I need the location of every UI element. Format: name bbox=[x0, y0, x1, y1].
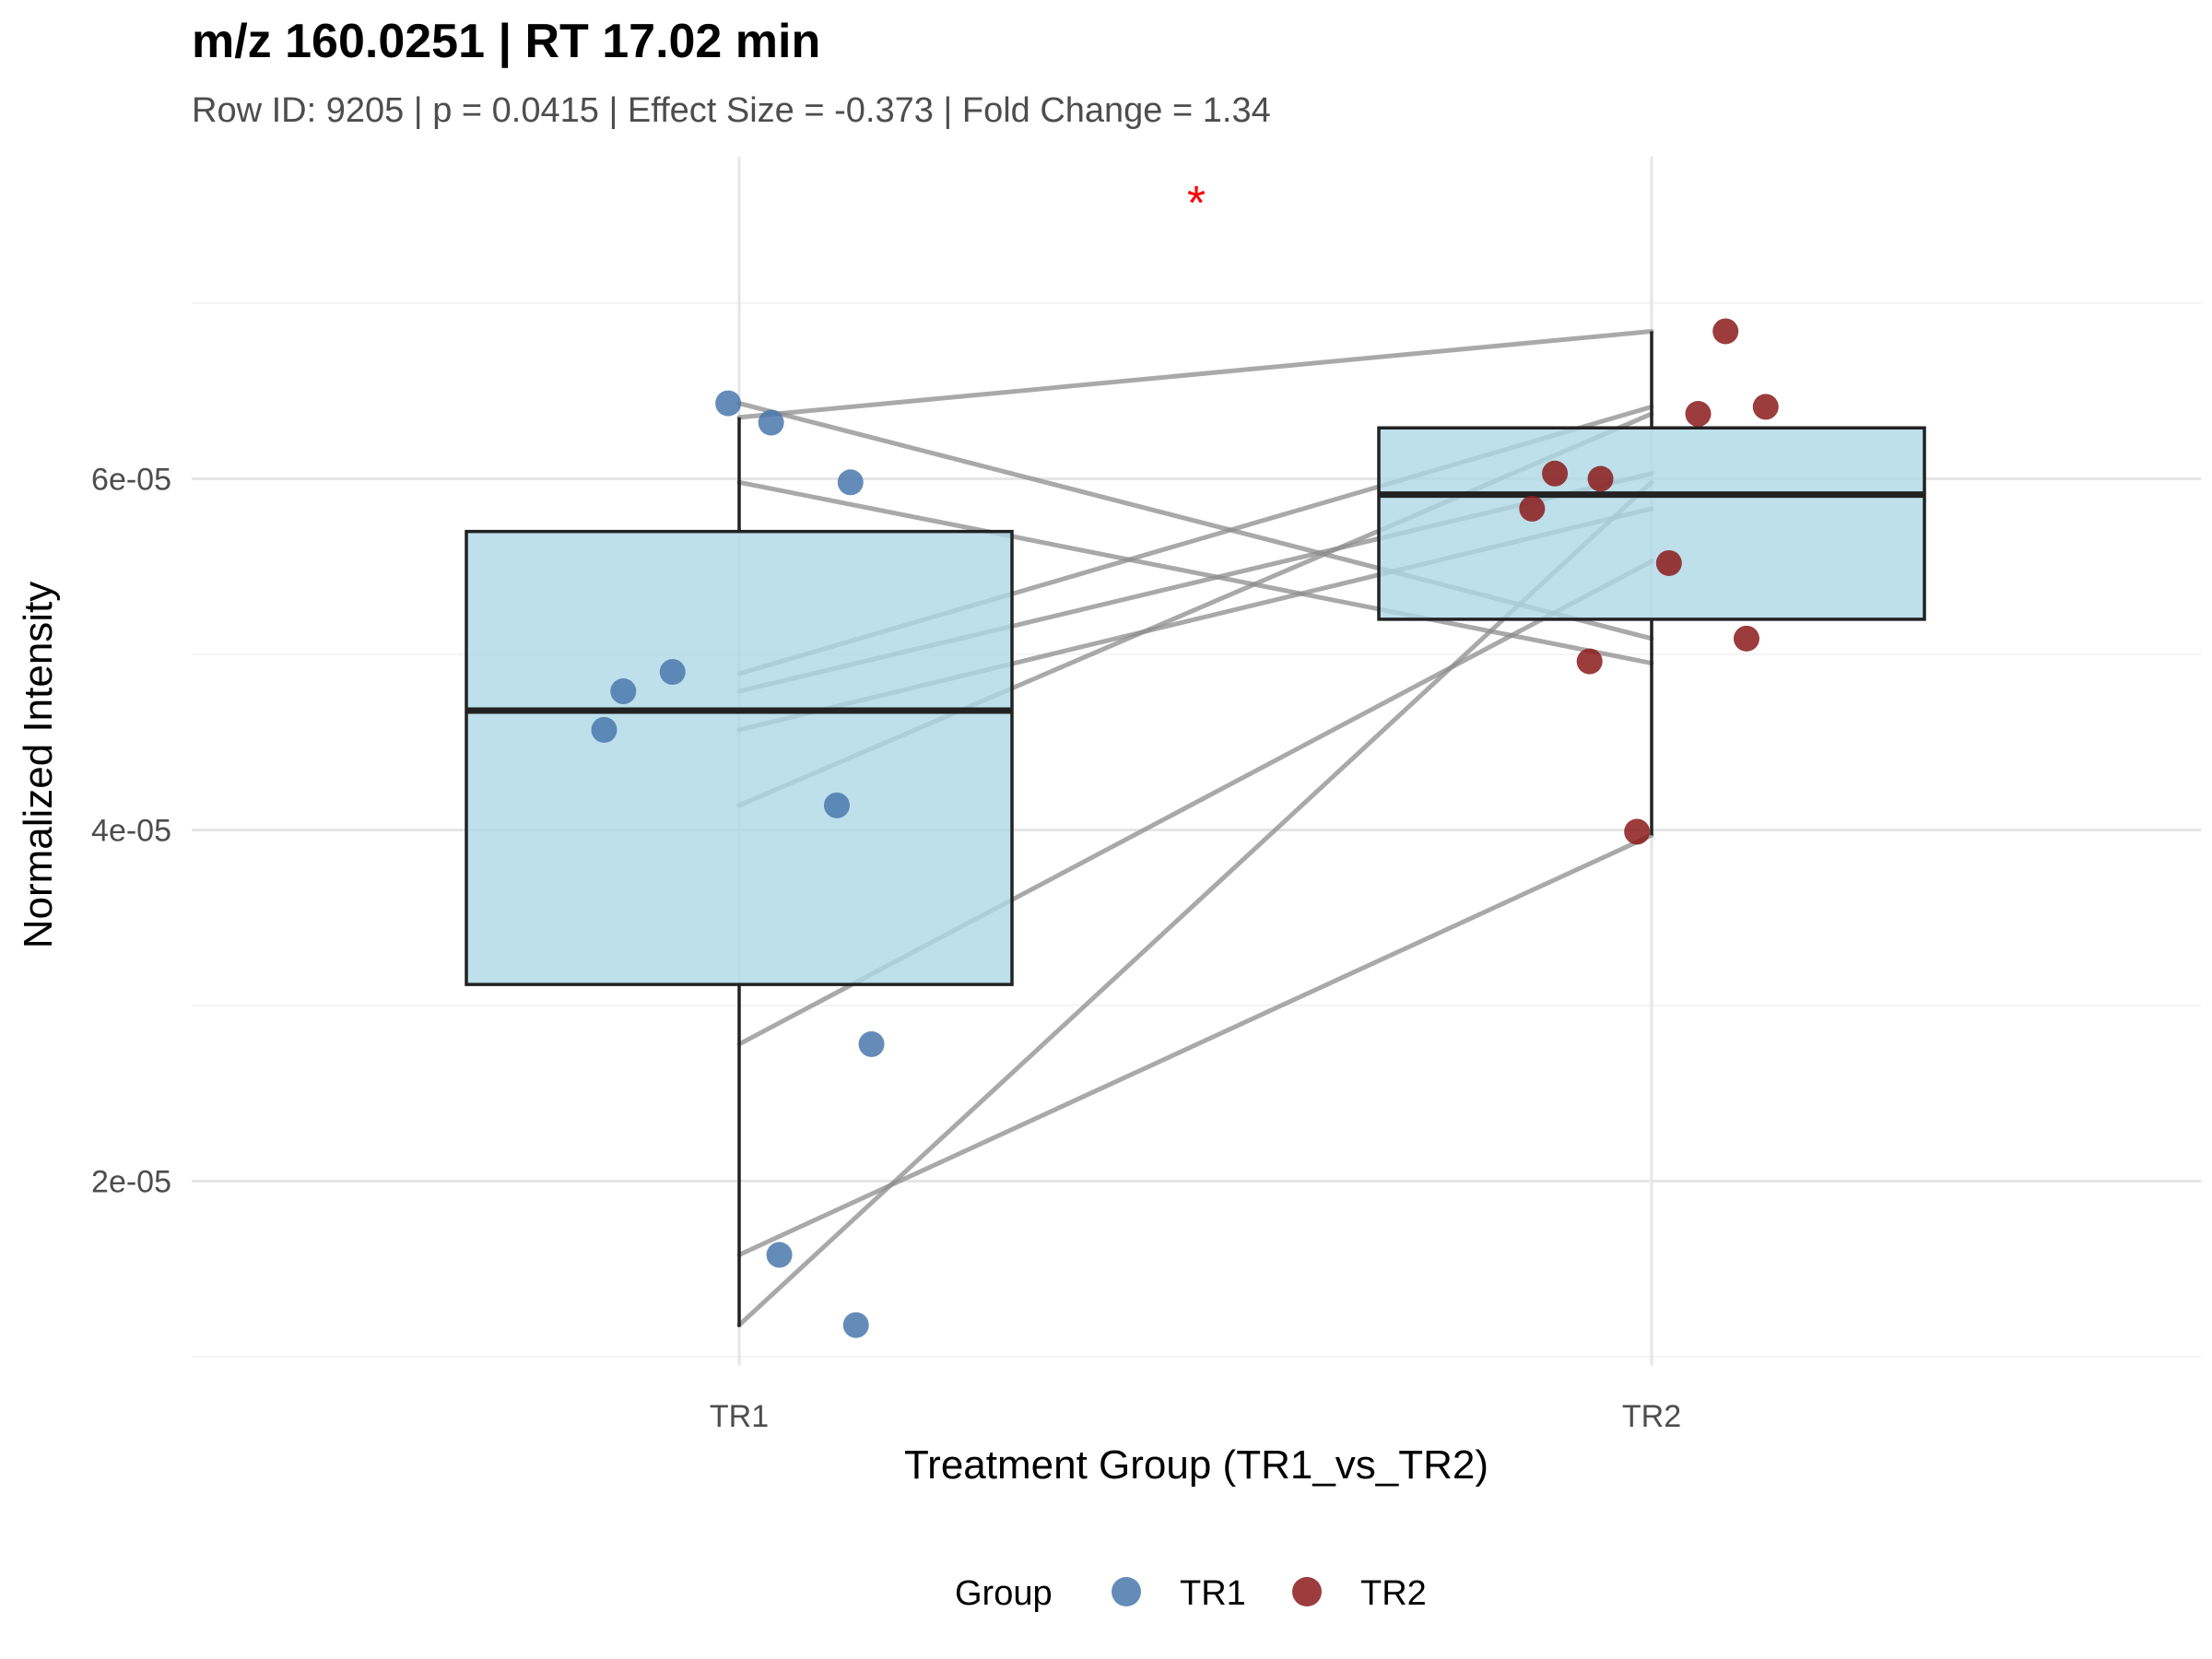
x-tick-label: TR1 bbox=[710, 1399, 769, 1434]
y-tick-label: 6e-05 bbox=[91, 463, 171, 498]
data-point-tr2 bbox=[1587, 465, 1614, 492]
boxplot-tr2 bbox=[1377, 331, 1926, 836]
boxplot-tr1 bbox=[465, 417, 1014, 1327]
data-point-tr1 bbox=[715, 390, 742, 417]
y-tick-label: 2e-05 bbox=[91, 1165, 171, 1200]
data-point-tr1 bbox=[858, 1030, 885, 1057]
data-point-tr1 bbox=[610, 678, 637, 705]
data-point-tr2 bbox=[1576, 648, 1603, 675]
data-point-tr2 bbox=[1624, 818, 1651, 845]
data-point-tr1 bbox=[823, 792, 850, 818]
data-point-tr1 bbox=[766, 1241, 793, 1268]
data-point-tr1 bbox=[837, 469, 864, 496]
data-point-tr1 bbox=[659, 659, 686, 686]
x-tick-label: TR2 bbox=[1622, 1399, 1681, 1434]
significance-marker: * bbox=[1187, 177, 1206, 230]
data-point-tr2 bbox=[1519, 495, 1546, 522]
paired-line bbox=[736, 479, 1654, 666]
chart-title: m/z 160.0251 | RT 17.02 min bbox=[192, 15, 820, 68]
axes: 2e-05 4e-05 6e-05 TR1 TR2 bbox=[91, 463, 1681, 1435]
data-point-tr1 bbox=[591, 716, 618, 743]
y-tick-label: 4e-05 bbox=[91, 814, 171, 849]
boxplots bbox=[465, 331, 1926, 1327]
data-point-tr2 bbox=[1712, 318, 1739, 345]
paired-line bbox=[736, 479, 1654, 1328]
data-point-tr2 bbox=[1685, 401, 1712, 428]
legend: Group TR1 TR2 bbox=[955, 1574, 1427, 1613]
box-iqr bbox=[1377, 426, 1926, 621]
legend-title: Group bbox=[955, 1574, 1053, 1613]
y-axis-title: Normalized Intensity bbox=[16, 582, 61, 949]
chart-subtitle: Row ID: 9205 | p = 0.0415 | Effect Size … bbox=[192, 91, 1271, 130]
legend-key-tr2 bbox=[1292, 1577, 1322, 1606]
data-points bbox=[591, 318, 1779, 1338]
data-point-tr2 bbox=[1655, 549, 1682, 576]
box-iqr bbox=[465, 529, 1014, 986]
data-point-tr2 bbox=[1542, 460, 1569, 487]
data-point-tr2 bbox=[1752, 394, 1779, 420]
legend-key-tr1 bbox=[1112, 1577, 1141, 1606]
data-point-tr1 bbox=[842, 1312, 869, 1338]
legend-label-tr2: TR2 bbox=[1360, 1574, 1427, 1613]
x-axis-title: Treatment Group (TR1_vs_TR2) bbox=[904, 1442, 1488, 1488]
data-point-tr2 bbox=[1733, 625, 1759, 652]
data-point-tr1 bbox=[758, 409, 784, 436]
legend-label-tr1: TR1 bbox=[1180, 1574, 1246, 1613]
paired-line bbox=[736, 328, 1654, 420]
